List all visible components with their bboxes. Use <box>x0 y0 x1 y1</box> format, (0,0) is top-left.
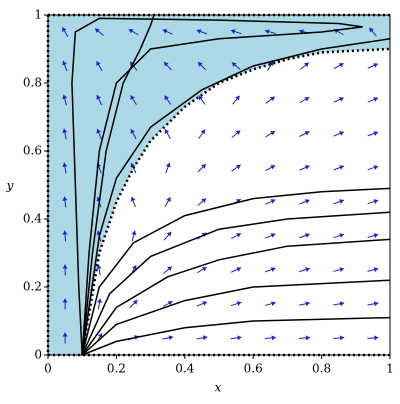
field-arrow <box>164 232 171 240</box>
y-tick-label: 0.2 <box>23 280 42 294</box>
arrow-head <box>306 335 310 340</box>
field-arrow <box>299 199 309 204</box>
x-tick-label: 1 <box>386 362 394 376</box>
y-tick-label: 0.4 <box>23 212 42 226</box>
field-arrow <box>197 301 207 306</box>
field-arrow <box>299 267 310 272</box>
field-arrow <box>198 164 206 172</box>
arrow-head <box>199 95 203 100</box>
field-arrow <box>232 130 240 137</box>
field-arrow <box>265 301 276 306</box>
field-arrow <box>233 96 240 104</box>
x-tick-label: 0 <box>44 362 52 376</box>
arrow-head <box>169 335 173 340</box>
field-arrow <box>231 301 241 306</box>
field-arrow <box>165 197 171 207</box>
trajectory <box>82 318 390 355</box>
field-arrow <box>265 199 275 204</box>
arrow-head <box>374 301 378 306</box>
arrow-head <box>201 129 205 134</box>
field-arrow <box>232 165 241 171</box>
field-arrow <box>299 301 310 306</box>
arrow-head <box>340 335 344 340</box>
field-arrow <box>367 335 378 340</box>
field-arrow <box>368 267 379 272</box>
field-arrow <box>199 129 205 138</box>
field-arrow <box>265 233 275 238</box>
x-tick-label: 0.4 <box>175 362 194 376</box>
trajectory <box>82 212 390 355</box>
field-arrow <box>334 199 344 204</box>
field-arrow <box>367 301 378 306</box>
arrow-head <box>97 299 102 303</box>
arrow-head <box>271 301 276 306</box>
arrow-head <box>203 335 207 340</box>
arrow-head <box>305 301 309 306</box>
field-arrow <box>368 165 378 170</box>
field-arrow <box>299 165 309 170</box>
field-arrow <box>333 233 343 238</box>
field-arrow <box>197 267 207 273</box>
field-arrow <box>231 335 242 340</box>
y-tick-label: 0.8 <box>23 76 42 90</box>
field-arrow <box>130 300 138 308</box>
arrow-head <box>340 267 345 272</box>
field-arrow <box>299 233 309 238</box>
field-arrow <box>198 198 206 205</box>
field-arrow <box>165 129 171 139</box>
field-arrow <box>334 97 344 102</box>
field-arrow <box>334 63 344 68</box>
field-arrow <box>199 95 205 104</box>
field-arrow <box>231 233 241 238</box>
y-axis-label: y <box>6 179 14 193</box>
field-arrow <box>131 231 136 242</box>
field-arrow <box>368 131 378 136</box>
x-tick-label: 0.8 <box>312 362 331 376</box>
field-arrow <box>265 335 276 340</box>
trajectory <box>82 280 390 355</box>
field-arrow <box>162 335 173 340</box>
x-tick-label: 0.2 <box>107 362 126 376</box>
trajectory <box>82 188 390 355</box>
field-arrow <box>300 131 310 136</box>
field-arrow <box>300 63 309 70</box>
field-arrow <box>97 299 102 310</box>
field-arrow <box>131 197 136 207</box>
field-arrow <box>299 335 310 340</box>
field-arrow <box>265 165 275 170</box>
arrow-head <box>304 63 309 67</box>
arrow-head <box>374 335 378 340</box>
arrow-head <box>131 231 136 236</box>
field-arrow <box>368 199 378 204</box>
field-arrow <box>333 301 344 306</box>
field-arrow <box>333 267 344 272</box>
field-arrow <box>368 97 378 102</box>
y-tick-label: 1 <box>34 8 42 22</box>
field-arrow <box>300 97 310 103</box>
field-arrow <box>266 131 275 137</box>
field-arrow <box>334 165 344 170</box>
y-tick-label: 0.6 <box>23 144 42 158</box>
field-arrow <box>196 335 207 340</box>
field-arrow <box>368 233 379 238</box>
x-tick-label: 0.6 <box>244 362 263 376</box>
y-tick-label: 0 <box>34 348 42 362</box>
field-arrow <box>231 267 241 272</box>
arrow-head <box>340 301 344 306</box>
field-arrow <box>334 131 344 136</box>
field-arrow <box>266 97 275 104</box>
arrow-head <box>236 165 241 169</box>
field-arrow <box>333 335 344 340</box>
arrow-head <box>374 267 378 272</box>
field-arrow <box>163 266 171 273</box>
field-arrow <box>265 267 275 272</box>
x-axis-label: x <box>215 381 222 395</box>
arrow-head <box>270 97 275 101</box>
field-arrow <box>166 163 171 173</box>
arrow-head <box>272 335 276 340</box>
field-arrow <box>368 63 378 68</box>
